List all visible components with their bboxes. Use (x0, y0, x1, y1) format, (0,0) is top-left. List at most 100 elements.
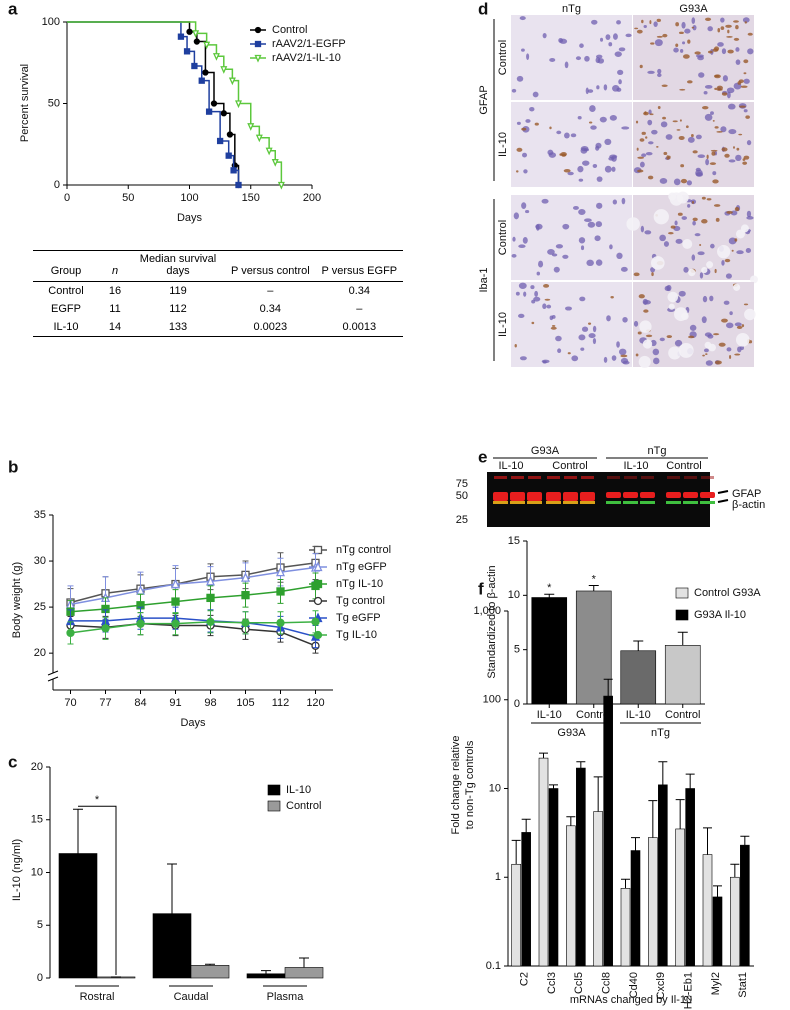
band-actin (666, 501, 681, 504)
nucleus (721, 259, 725, 266)
nucleus (548, 152, 557, 158)
nucleus (682, 41, 686, 45)
nucleus (596, 202, 603, 209)
marker (101, 624, 110, 633)
nucleus (573, 205, 579, 210)
error-bar (648, 800, 658, 838)
micrograph (626, 191, 758, 284)
stain-spot (692, 217, 698, 222)
micrograph-bg (633, 102, 754, 187)
stain-spot (543, 284, 550, 288)
blot-group-label: G93A (531, 445, 560, 457)
band-actin (606, 501, 621, 504)
stain-spot (656, 18, 661, 22)
x-tick-label: Stat1 (737, 972, 749, 998)
nucleus (673, 47, 679, 53)
nucleus (743, 109, 748, 113)
bar (712, 896, 723, 967)
nucleus (641, 153, 647, 157)
bar (620, 888, 631, 967)
stain-spot (637, 169, 644, 173)
stain-spot (679, 119, 682, 122)
nucleus (606, 315, 611, 322)
nucleus (570, 133, 577, 138)
stain-spot (680, 178, 688, 184)
x-tick-label: Ccl5 (573, 972, 585, 994)
nucleus (625, 33, 632, 38)
marker (313, 545, 323, 555)
y-tick-label: 20 (31, 761, 43, 773)
stain-spot (635, 353, 639, 357)
nucleus (644, 230, 652, 235)
marker (235, 181, 242, 189)
y-tick-label: 100 (483, 694, 501, 706)
nucleus (577, 165, 584, 173)
marker (241, 590, 250, 600)
error-bar (621, 878, 630, 889)
nucleus (618, 348, 627, 356)
error-bar (631, 837, 640, 851)
stain-spot (685, 125, 689, 129)
stain-spot (717, 27, 721, 33)
nucleus (532, 91, 539, 98)
nucleus (704, 113, 713, 121)
nucleus (698, 72, 705, 78)
nucleus (518, 313, 525, 318)
legend-label: Tg eGFP (336, 612, 381, 624)
stain-spot (724, 258, 731, 263)
nucleus (583, 148, 590, 152)
nucleus (609, 115, 617, 121)
nucleus (735, 59, 741, 65)
error-bar (73, 808, 83, 854)
panel-label: f (478, 579, 484, 598)
nucleus (618, 47, 626, 52)
nucleus (589, 105, 596, 113)
bar (284, 967, 324, 979)
nucleus (533, 296, 541, 302)
legend-label: Control (286, 800, 321, 812)
stain-spot (641, 19, 644, 24)
stain-spot (737, 81, 742, 85)
stain-spot (748, 340, 753, 344)
stain-spot (706, 154, 709, 159)
stain-spot (521, 127, 527, 131)
stain-spot (637, 331, 642, 335)
band-actin (700, 501, 715, 504)
bar (576, 767, 586, 967)
marker (171, 619, 180, 628)
error-bar (588, 585, 599, 591)
nucleus (695, 169, 703, 177)
nucleus (600, 37, 604, 42)
stain-spot (712, 179, 719, 184)
series-line (70, 585, 316, 613)
legend-label: IL-10 (286, 784, 311, 796)
stain-spot (639, 64, 643, 69)
error-bar (677, 631, 688, 646)
stain-spot (726, 36, 733, 38)
vacuole (717, 245, 731, 259)
band-high (607, 476, 620, 479)
axis-break-mark (47, 670, 59, 676)
stain-spot (705, 353, 708, 355)
marker (271, 159, 279, 167)
nucleus (511, 254, 517, 258)
vacuole (701, 266, 708, 274)
marker (276, 587, 285, 596)
bar (566, 825, 576, 967)
y-axis-label: Standardized to β-actin (486, 565, 498, 678)
nucleus (728, 237, 737, 245)
table-header-cell: Group (33, 250, 99, 282)
y-tick-label: 10 (508, 589, 520, 601)
y-tick-label: 10 (31, 866, 43, 878)
x-tick-label: 120 (306, 697, 324, 709)
stain-spot (560, 151, 567, 157)
blot-lane-label: IL-10 (498, 460, 523, 472)
stain-spot (544, 298, 551, 301)
error-bar (685, 773, 695, 789)
error-bar (167, 863, 177, 914)
micrograph (633, 15, 754, 100)
band-high (564, 476, 577, 479)
band-high (641, 476, 654, 479)
nucleus (703, 348, 709, 353)
nucleus (613, 33, 618, 40)
